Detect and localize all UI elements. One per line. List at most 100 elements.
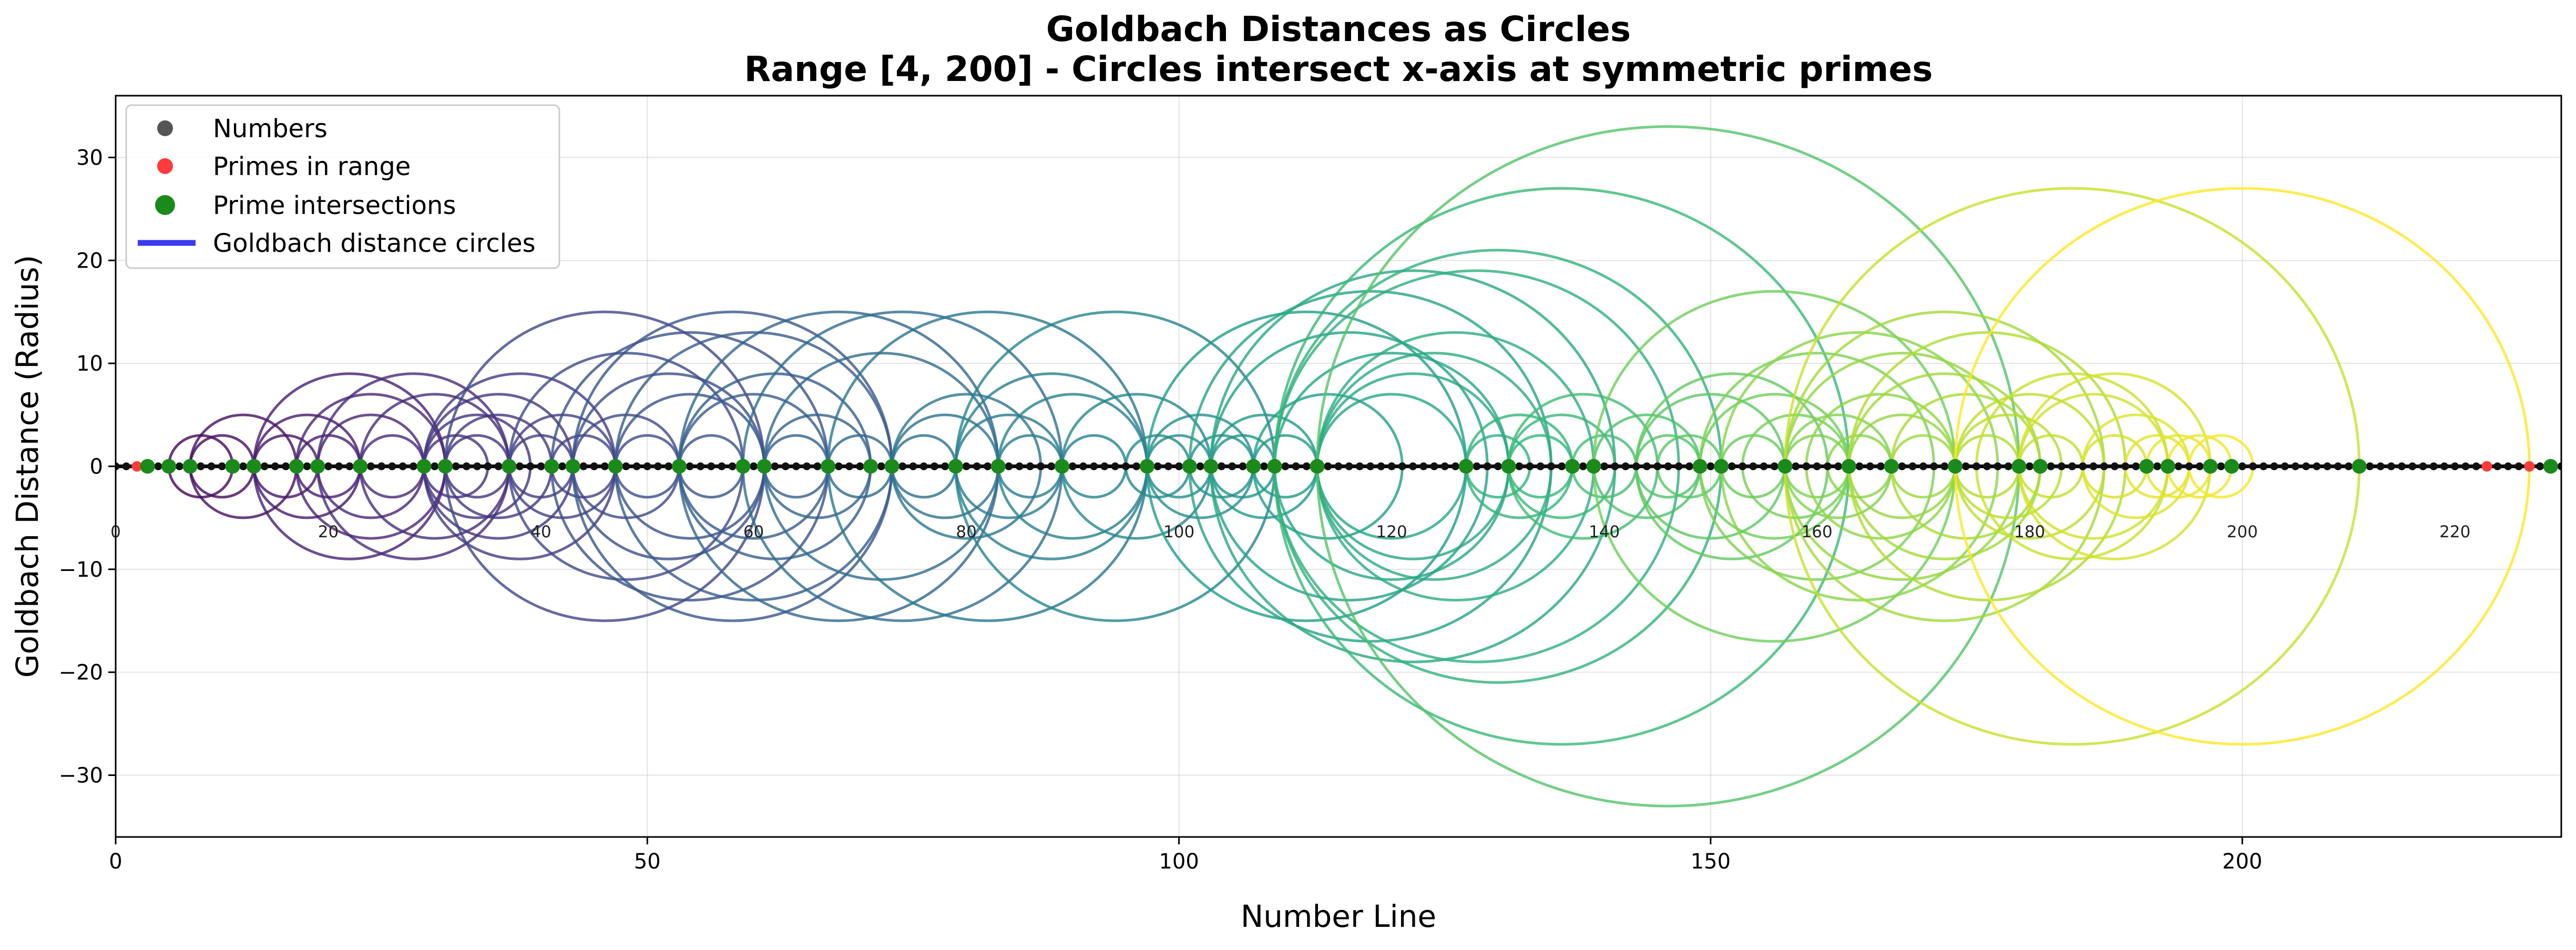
number-dot: [2174, 462, 2183, 471]
y-axis-label: Goldbach Distance (Radius): [9, 255, 45, 678]
number-dot: [154, 462, 162, 471]
number-dot: [2185, 462, 2193, 471]
number-dot: [654, 462, 662, 471]
number-dot: [2429, 462, 2438, 471]
intersection-dot: [2203, 459, 2218, 474]
x-tick-label: 100: [1159, 850, 1199, 874]
intersection-dot: [1458, 459, 1474, 474]
legend-marker-intersections: [155, 195, 175, 215]
number-dot: [366, 462, 375, 471]
number-dot: [260, 462, 269, 471]
number-dot: [919, 462, 928, 471]
number-dot: [2451, 462, 2459, 471]
number-dot: [600, 462, 609, 471]
number-dot: [2111, 462, 2119, 471]
number-dot: [1802, 462, 1811, 471]
number-dot: [2302, 462, 2311, 471]
number-dot: [941, 462, 949, 471]
number-dot: [1760, 462, 1768, 471]
number-dot: [197, 462, 205, 471]
number-dot: [494, 462, 503, 471]
number-dot: [1228, 462, 1236, 471]
number-dot: [1068, 462, 1077, 471]
number-dot: [1653, 462, 1662, 471]
number-dot: [1239, 462, 1247, 471]
number-dot: [324, 462, 333, 471]
number-dot: [1015, 462, 1024, 471]
number-dot: [398, 462, 407, 471]
number-dot: [1334, 462, 1343, 471]
number-dot: [2217, 462, 2225, 471]
y-tick-label: −30: [59, 764, 103, 788]
number-dot: [1685, 462, 1693, 471]
number-dot: [856, 462, 864, 471]
number-dot: [558, 462, 566, 471]
x-tick-label: 200: [2222, 850, 2262, 874]
number-dot: [2504, 462, 2512, 471]
number-dot: [484, 462, 492, 471]
number-dot: [282, 462, 290, 471]
number-dot: [431, 462, 439, 471]
intersection-dot: [2139, 459, 2154, 474]
number-dot: [1961, 462, 1970, 471]
number-dot: [1727, 462, 1736, 471]
number-label: 60: [743, 523, 764, 542]
number-dot: [1451, 462, 1459, 471]
number-dot: [2376, 462, 2385, 471]
number-dot: [930, 462, 938, 471]
intersection-dot: [671, 459, 687, 474]
number-dot: [239, 462, 248, 471]
number-dot: [1366, 462, 1375, 471]
number-dot: [452, 462, 460, 471]
number-dot: [686, 462, 694, 471]
number-dot: [1898, 462, 1906, 471]
number-dot: [1079, 462, 1088, 471]
y-tick-label: −20: [59, 661, 103, 685]
number-dot: [1377, 462, 1385, 471]
number-dot: [1345, 462, 1353, 471]
number-dot: [1813, 462, 1821, 471]
number-dot: [845, 462, 854, 471]
number-dot: [2153, 462, 2161, 471]
number-dot: [771, 462, 779, 471]
number-dot: [1632, 462, 1640, 471]
intersection-dot: [2352, 459, 2367, 474]
intersection-dot: [821, 459, 836, 474]
number-dot: [1355, 462, 1364, 471]
number-dot: [1611, 462, 1619, 471]
legend: Numbers Primes in range Prime intersecti…: [125, 104, 560, 269]
y-tick-label: 0: [90, 455, 103, 479]
number-dot: [707, 462, 715, 471]
number-dot: [526, 462, 535, 471]
number-dot: [590, 462, 598, 471]
intersection-dot: [2160, 459, 2175, 474]
intersection-dot: [1246, 459, 1261, 474]
number-dot: [1855, 462, 1864, 471]
number-dot: [1877, 462, 1885, 471]
number-dot: [1674, 462, 1683, 471]
number-dot: [1940, 462, 1949, 471]
intersection-dot: [416, 459, 432, 474]
intersection-dot: [544, 459, 559, 474]
legend-label-circles: Goldbach distance circles: [213, 229, 536, 258]
number-dot: [2440, 462, 2449, 471]
number-dot: [2132, 462, 2140, 471]
y-tick-label: −10: [59, 558, 103, 582]
intersection-dot: [1777, 459, 1793, 474]
number-dot: [632, 462, 641, 471]
number-dot: [207, 462, 216, 471]
legend-marker-primes: [157, 158, 173, 174]
number-dot: [1834, 462, 1843, 471]
number-dot: [2344, 462, 2353, 471]
number-dot: [1047, 462, 1056, 471]
number-dot: [2068, 462, 2077, 471]
number-dot: [2270, 462, 2278, 471]
number-dot: [1409, 462, 1417, 471]
number-dot: [1547, 462, 1556, 471]
intersection-dot: [1692, 459, 1708, 474]
number-dot: [1196, 462, 1204, 471]
number-dot: [1866, 462, 1874, 471]
intersection-dot: [1055, 459, 1070, 474]
number-dot: [2557, 462, 2561, 471]
number-dot: [2291, 462, 2299, 471]
